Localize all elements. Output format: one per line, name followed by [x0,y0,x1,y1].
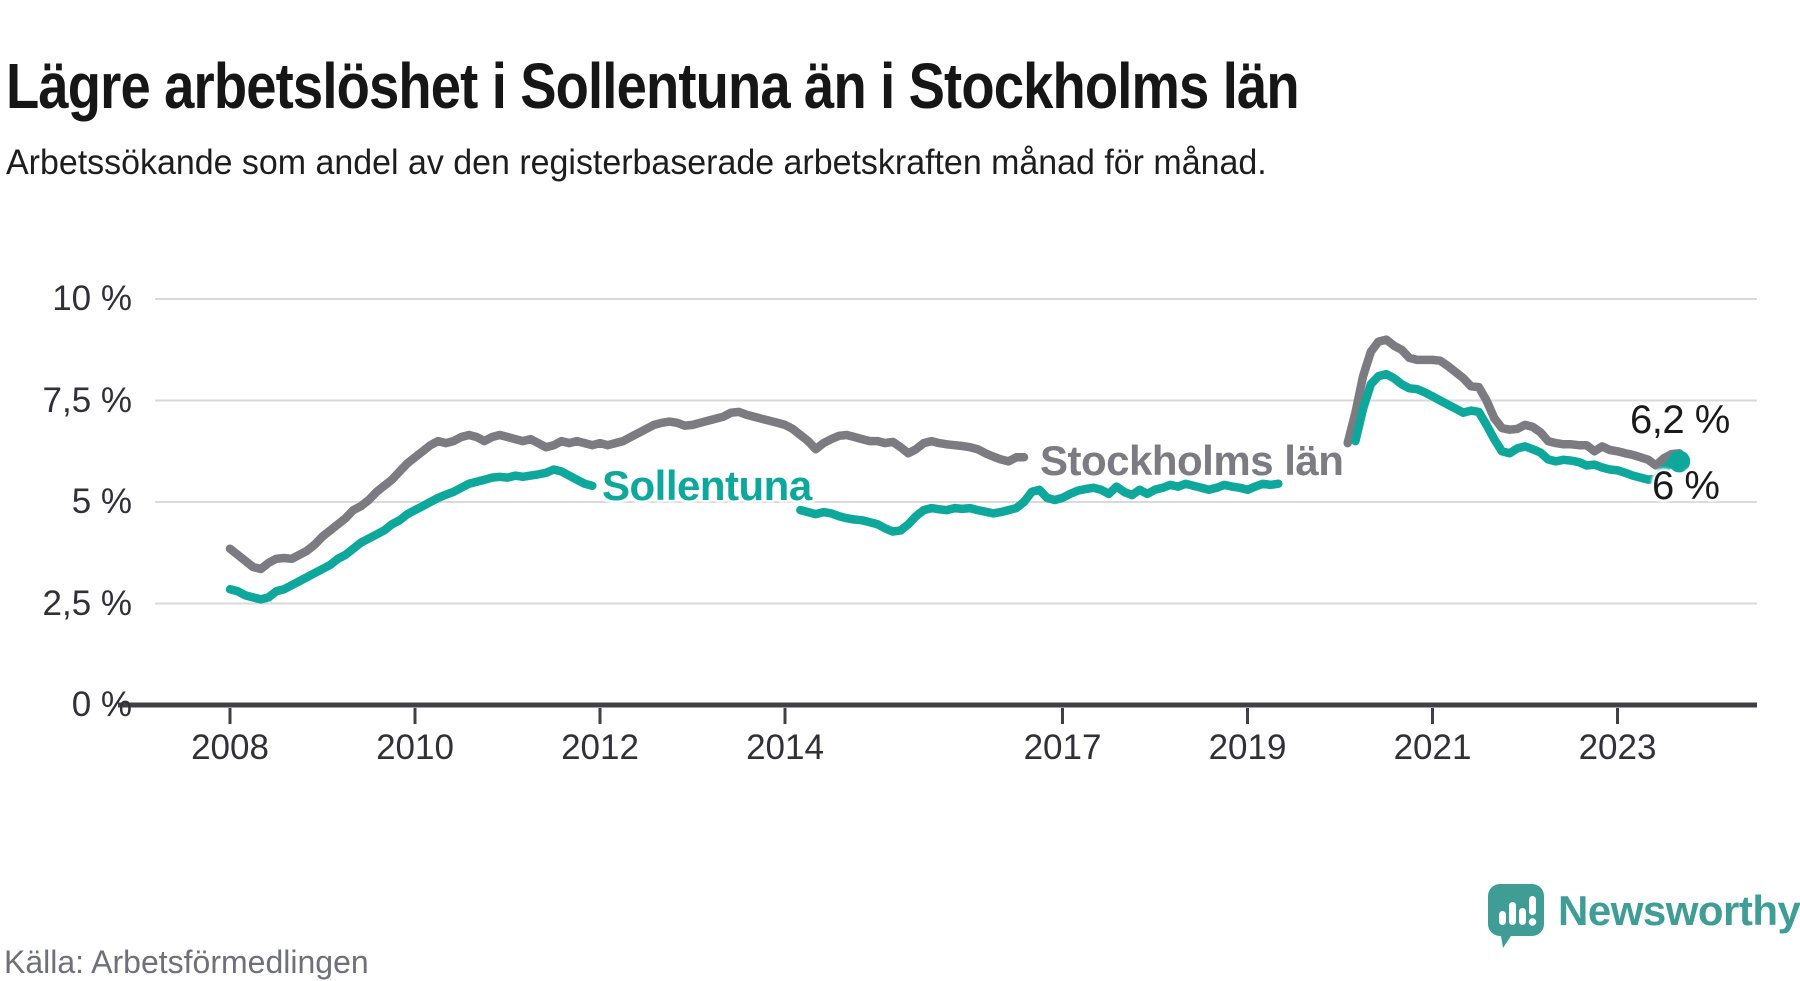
x-axis-label: 2017 [1023,728,1102,767]
line-chart [118,298,1757,724]
x-axis-label: 2023 [1578,728,1657,767]
y-axis-label: 2,5 % [42,583,133,623]
series-line-stockholm [225,335,1684,574]
y-axis-label: 10 % [52,279,132,318]
x-axis-label: 2014 [746,728,824,767]
source-note: Källa: Arbetsförmedlingen [4,944,369,980]
series-label-stockholm: Stockholms län [1040,437,1344,484]
chart-subtitle: Arbetssökande som andel av den registerb… [6,143,1267,182]
x-axis-label: 2012 [561,728,639,767]
series-label-sollentuna: Sollentuna [602,462,812,509]
end-value-label-sollentuna: 6 % [1652,464,1720,508]
y-axis-label: 0 % [71,685,132,724]
end-value-label-stockholm: 6,2 % [1630,398,1730,442]
series-line-sollentuna [225,369,1684,604]
y-axis-label: 7,5 % [42,380,133,420]
y-axis-label: 5 % [71,482,132,521]
x-axis-label: 2019 [1208,728,1287,767]
newsworthy-logo-text: Newsworthy [1558,887,1800,934]
x-axis-label: 2021 [1393,728,1472,767]
newsworthy-logo: Newsworthy [1488,884,1800,955]
series-end-dot-sollentuna [1668,450,1691,473]
x-axis-label: 2008 [191,728,269,767]
x-axis-label: 2010 [376,728,454,767]
page-title: Lägre arbetslöshet i Sollentuna än i Sto… [6,49,1300,122]
newsworthy-bubble-chart-icon [1488,884,1544,955]
